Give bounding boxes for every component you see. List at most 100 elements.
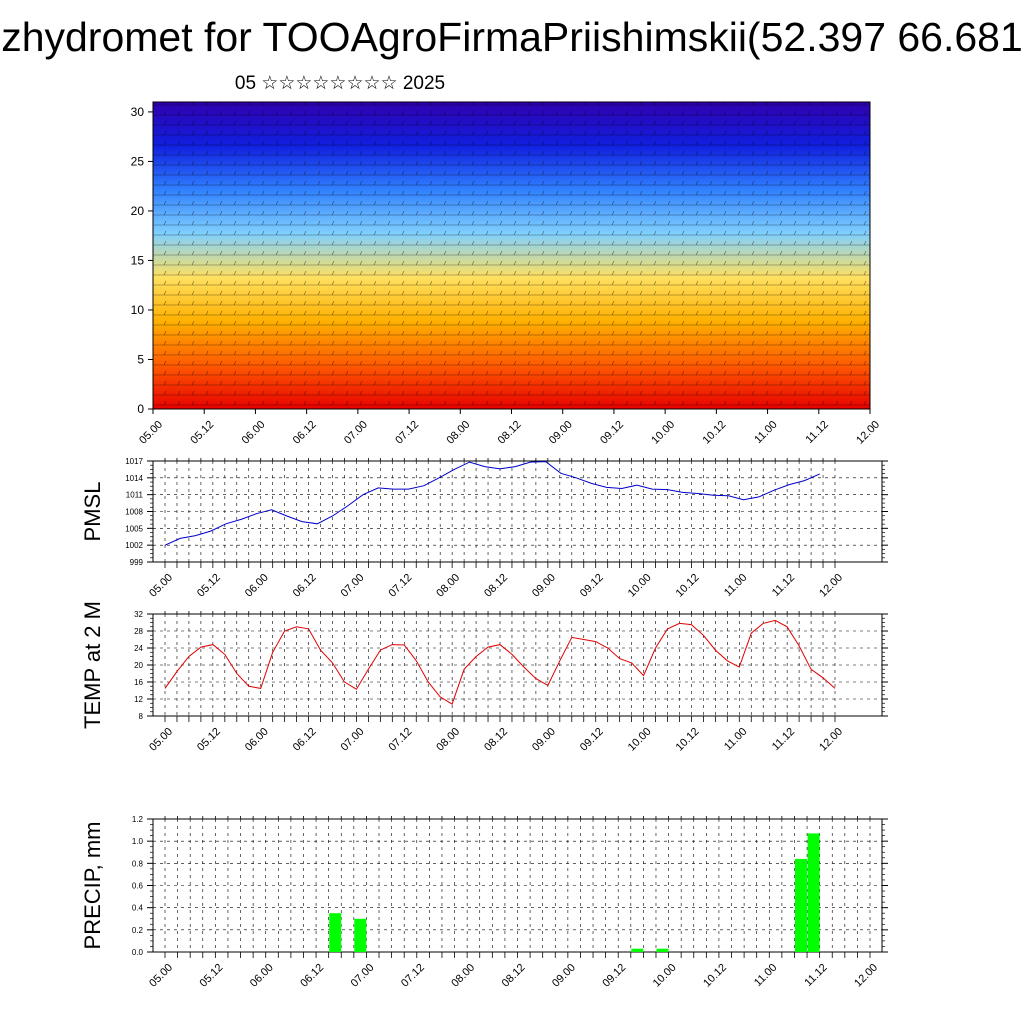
- x-tick-label: 07.00: [342, 419, 370, 447]
- x-tick-label: 07.12: [393, 419, 421, 447]
- x-tick-label: 05.12: [195, 726, 223, 754]
- precip-bar: [656, 948, 669, 952]
- x-tick-label: 09.00: [530, 572, 558, 600]
- x-tick-label: 08.12: [482, 572, 510, 600]
- x-tick-label: 11.00: [722, 726, 749, 753]
- y-tick-label: 12: [134, 695, 143, 704]
- x-tick-label: 06.00: [240, 419, 268, 447]
- precip-bar: [329, 913, 342, 952]
- x-tick-label: 12.00: [852, 962, 880, 990]
- x-tick-label: 06.00: [248, 962, 276, 990]
- y-tick-label: 0.6: [132, 882, 144, 891]
- precip-ylabel: PRECIP, mm: [80, 822, 105, 950]
- x-tick-label: 10.00: [649, 419, 677, 447]
- y-tick-label: 5: [137, 352, 144, 366]
- x-tick-label: 07.12: [386, 572, 414, 600]
- x-tick-label: 05.00: [137, 419, 165, 447]
- y-tick-label: 0.0: [132, 948, 144, 957]
- x-tick-label: 11.12: [804, 419, 831, 446]
- pmsl-line: [164, 461, 821, 546]
- y-tick-label: 1011: [126, 491, 144, 500]
- y-tick-label: 1014: [125, 474, 143, 483]
- x-tick-label: 09.12: [578, 726, 606, 754]
- y-tick-label: 10: [131, 303, 145, 317]
- x-tick-label: 08.12: [496, 419, 524, 447]
- x-tick-label: 09.00: [550, 962, 578, 990]
- x-tick-label: 08.00: [444, 419, 472, 447]
- x-tick-label: 11.12: [802, 962, 829, 989]
- x-tick-label: 11.00: [752, 962, 779, 989]
- y-tick-label: 16: [134, 678, 143, 687]
- y-tick-label: 30: [131, 105, 145, 119]
- y-tick-label: 0: [137, 402, 144, 416]
- x-tick-label: 08.00: [434, 572, 462, 600]
- x-tick-label: 09.12: [600, 962, 628, 990]
- x-tick-label: 08.00: [449, 962, 477, 990]
- x-tick-label: 05.12: [198, 962, 226, 990]
- precip-bar: [807, 833, 820, 952]
- x-tick-label: 10.00: [626, 726, 654, 754]
- y-tick-label: 0.4: [132, 904, 144, 913]
- x-tick-label: 11.12: [770, 572, 797, 599]
- x-tick-label: 09.12: [578, 572, 606, 600]
- x-tick-label: 11.00: [752, 419, 779, 446]
- x-tick-label: 08.12: [500, 962, 528, 990]
- y-tick-label: 1008: [125, 508, 143, 517]
- chart-subtitle: 05 ☆☆☆☆☆☆☆☆ 2025: [234, 73, 446, 94]
- x-tick-label: 06.12: [298, 962, 326, 990]
- precip-bar: [631, 948, 644, 952]
- x-tick-label: 07.00: [339, 726, 367, 754]
- x-tick-label: 05.12: [195, 572, 223, 600]
- x-tick-label: 10.12: [674, 726, 702, 754]
- wind-barbs: [153, 102, 870, 409]
- x-tick-label: 06.12: [291, 726, 319, 754]
- x-tick-label: 12.00: [854, 419, 882, 447]
- x-tick-label: 08.12: [482, 726, 510, 754]
- y-tick-label: 24: [134, 644, 143, 653]
- y-tick-label: 0.8: [132, 859, 144, 868]
- x-tick-label: 07.00: [349, 962, 377, 990]
- x-tick-label: 07.00: [339, 572, 367, 600]
- temp-ylabel: TEMP at 2 M: [80, 601, 105, 729]
- x-tick-label: 12.00: [817, 726, 845, 754]
- y-tick-label: 28: [134, 627, 143, 636]
- x-tick-label: 05.00: [147, 962, 175, 990]
- x-tick-label: 11.00: [722, 572, 749, 599]
- x-tick-label: 06.12: [291, 419, 319, 447]
- temp-line: [164, 619, 836, 705]
- y-tick-label: 1017: [125, 457, 143, 466]
- y-tick-label: 1002: [125, 541, 143, 550]
- x-tick-label: 10.12: [701, 962, 729, 990]
- x-tick-label: 10.00: [626, 572, 654, 600]
- x-tick-label: 09.00: [547, 419, 575, 447]
- x-tick-label: 09.00: [530, 726, 558, 754]
- x-tick-label: 08.00: [434, 726, 462, 754]
- x-tick-label: 06.00: [243, 726, 271, 754]
- x-tick-label: 06.12: [291, 572, 319, 600]
- x-tick-label: 05.12: [188, 419, 216, 447]
- x-tick-label: 09.12: [598, 419, 626, 447]
- x-tick-label: 10.00: [651, 962, 679, 990]
- chart-title: zhydromet for TOOAgroFirmaPriishimskii(5…: [1, 14, 1023, 60]
- y-tick-label: 1005: [125, 524, 143, 533]
- x-tick-label: 10.12: [701, 419, 729, 447]
- pmsl-ylabel: PMSL: [80, 482, 105, 542]
- x-tick-label: 07.12: [399, 962, 427, 990]
- y-tick-label: 20: [131, 204, 145, 218]
- y-tick-label: 32: [134, 610, 143, 619]
- y-tick-label: 0.2: [132, 926, 144, 935]
- y-tick-label: 999: [130, 558, 144, 567]
- x-tick-label: 05.00: [147, 572, 175, 600]
- x-tick-label: 05.00: [147, 726, 175, 754]
- y-tick-label: 1.2: [132, 815, 144, 824]
- x-tick-label: 10.12: [674, 572, 702, 600]
- y-tick-label: 8: [139, 712, 144, 721]
- y-tick-label: 1.0: [132, 837, 144, 846]
- x-tick-label: 06.00: [243, 572, 271, 600]
- precip-bar: [795, 858, 807, 952]
- y-tick-label: 15: [131, 253, 145, 267]
- x-tick-label: 07.12: [386, 726, 414, 754]
- y-tick-label: 25: [131, 154, 145, 168]
- x-tick-label: 11.12: [770, 726, 797, 753]
